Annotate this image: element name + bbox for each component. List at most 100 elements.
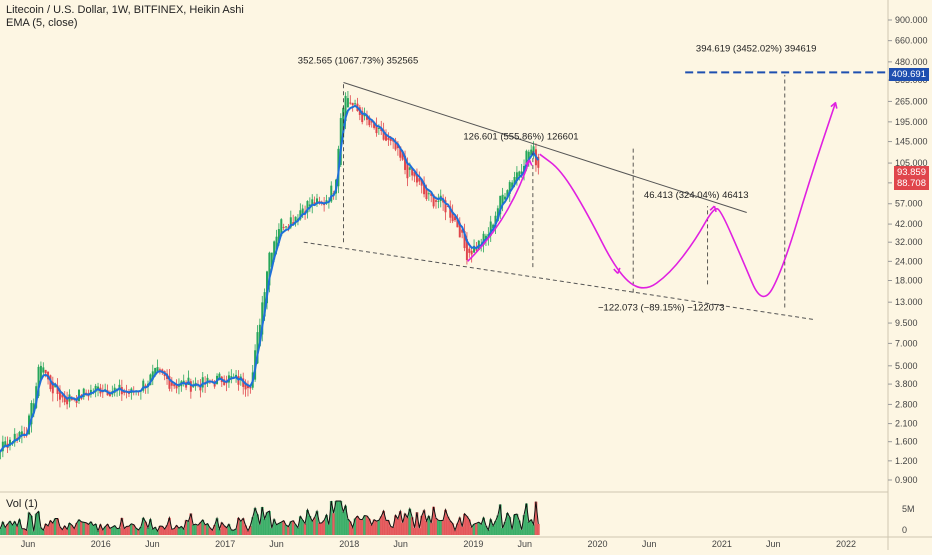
drop-arrowhead [613,267,621,275]
volume-bar [91,525,95,535]
volume-bar [341,511,345,535]
candle-body [425,188,428,200]
candle-body [389,138,392,141]
volume-bar [68,523,71,535]
volume-bar [415,512,419,535]
x-tick-label: Jun [517,539,532,549]
candle-body [489,221,492,236]
candle-body [518,171,521,177]
candle-body [42,367,45,373]
volume-bar [177,528,181,535]
y-tick-label: 42.000 [895,219,923,229]
volume-bar [191,524,195,535]
volume-bar [253,508,257,535]
measure-annotation: 394.619 (3452.02%) 394619 [696,44,816,55]
volume-bar [20,528,24,535]
volume-bar [215,518,219,535]
volume-bar [8,521,12,535]
candle-body [97,386,100,389]
y-tick-label: 900.000 [895,15,928,25]
candle-body [375,124,378,134]
volume-bar [337,501,340,535]
volume-bar [239,521,243,535]
candle-body [273,241,276,260]
volume-bar [263,518,267,535]
x-tick-label: 2018 [339,539,359,549]
y-tick-label: 1.200 [895,456,918,466]
volume-bar [225,527,228,535]
candle-body [430,193,433,196]
candle-body [496,208,499,221]
volume-bar [353,518,357,535]
candle-body [532,146,535,153]
candle-body [370,121,373,123]
candle-body [437,200,440,202]
y-tick-label: 2.800 [895,399,918,409]
candle-body [444,200,447,213]
candle-body [506,190,509,199]
volume-bar [277,523,281,535]
candle-body [461,229,464,233]
candle-body [18,432,21,439]
candle-body [385,134,388,141]
volume-bar [453,530,457,535]
volume-bar [294,524,297,535]
measure-annotation: 352.565 (1067.73%) 352565 [298,55,418,66]
volume-bar [248,525,252,535]
volume-bar [432,506,436,535]
candle-body [282,226,285,228]
volume-bar [77,519,81,535]
volume-bar [196,525,200,535]
volume-bar [317,523,321,535]
rally-arrow [467,159,531,262]
volume-bar [346,519,350,535]
candle-body [20,431,23,436]
volume-bar [275,524,278,535]
candle-body [494,215,497,227]
volume-bar [206,523,209,535]
candle-body [468,248,471,253]
candle-body [263,292,266,317]
volume-outline [0,500,539,533]
candle-body [365,114,368,120]
volume-bar [313,517,317,535]
candle-body [308,204,311,207]
volume-bar [41,530,45,535]
volume-bar [168,517,171,535]
volume-bar [96,530,100,535]
volume-bar [56,518,59,535]
x-tick-label: 2020 [587,539,607,549]
x-tick-label: 2017 [215,539,235,549]
volume-bar [329,501,333,535]
candle-body [306,200,309,213]
x-tick-label: 2021 [712,539,732,549]
x-tick-label: Jun [145,539,160,549]
volume-bar [356,516,359,535]
volume-bar [118,528,121,535]
candle-body [192,386,195,388]
candle-body [51,381,54,394]
volume-bar [375,521,378,535]
volume-tick-label: 0 [902,525,907,535]
volume-bar [184,520,188,535]
candle-body [463,231,466,249]
candle-body [63,395,66,403]
candle-body [411,168,414,176]
candle-body [94,385,97,393]
volume-bar [422,510,426,535]
x-tick-label: 2016 [91,539,111,549]
candle-body [482,233,485,245]
volume-bar [146,527,150,535]
y-tick-label: 3.800 [895,379,918,389]
volume-bar [29,515,33,535]
volume-bar [179,526,183,535]
volume-bar [367,518,371,535]
volume-bar [301,519,305,535]
candle-body [189,381,192,392]
candle-body [270,252,273,268]
volume-bar [515,514,519,535]
candle-body [420,179,423,186]
volume-bar [434,518,438,535]
candle-body [292,222,295,225]
